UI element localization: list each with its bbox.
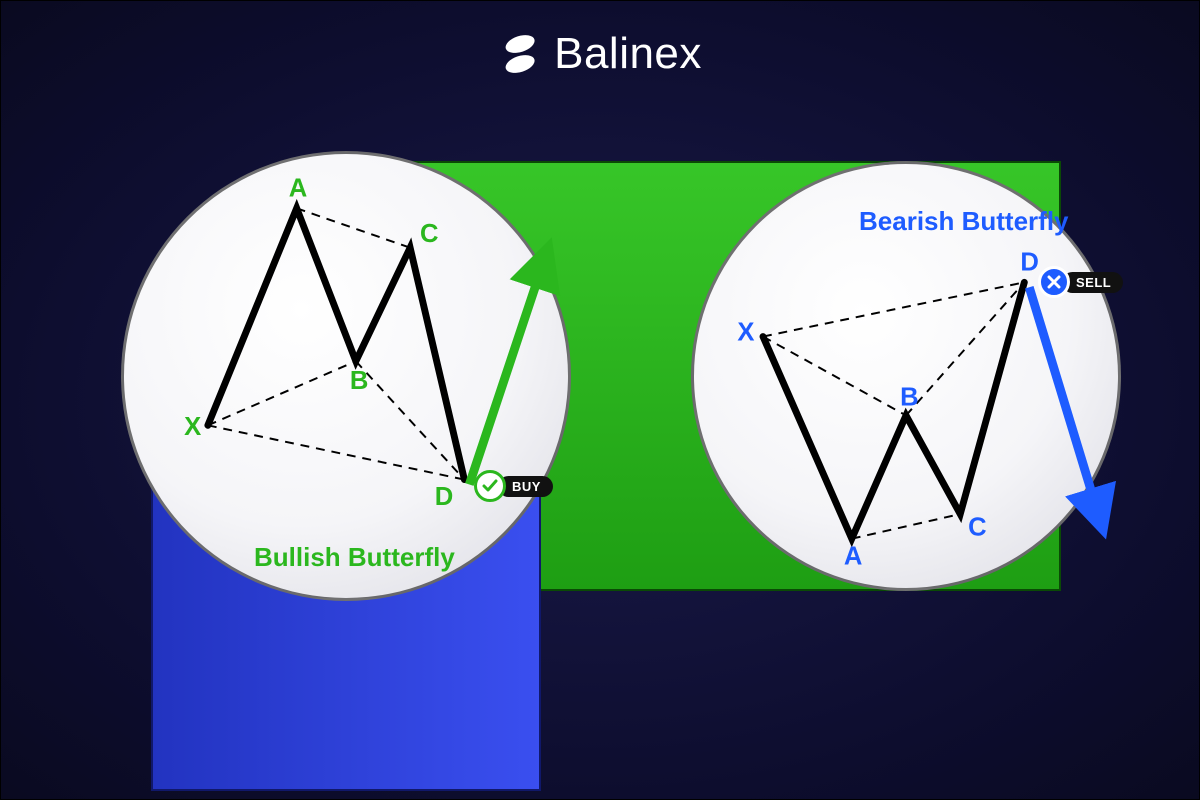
diagram-stage: X A B C D Bullish Butterfly BUY X A B C D Bearis… bbox=[81, 151, 1121, 751]
buy-badge: BUY bbox=[474, 470, 553, 502]
bullish-circle: X A B C D Bullish Butterfly BUY bbox=[121, 151, 571, 601]
sell-label: SELL bbox=[1062, 272, 1123, 293]
balinex-logo-icon bbox=[498, 32, 542, 76]
svg-text:X: X bbox=[184, 413, 201, 441]
brand-name: Balinex bbox=[554, 29, 702, 79]
buy-label: BUY bbox=[498, 476, 553, 497]
svg-text:D: D bbox=[435, 483, 454, 511]
svg-text:A: A bbox=[289, 174, 308, 202]
bullish-title: Bullish Butterfly bbox=[254, 542, 455, 573]
svg-text:X: X bbox=[737, 319, 754, 347]
svg-text:B: B bbox=[350, 367, 369, 395]
x-icon bbox=[1038, 266, 1070, 298]
bearish-title: Bearish Butterfly bbox=[859, 206, 1069, 237]
svg-text:B: B bbox=[900, 384, 919, 412]
svg-text:C: C bbox=[420, 220, 439, 248]
bullish-pattern: X A B C D bbox=[124, 154, 568, 598]
svg-text:D: D bbox=[1020, 248, 1039, 276]
bearish-circle: X A B C D Bearish Butterfly SELL bbox=[691, 161, 1121, 591]
sell-badge: SELL bbox=[1038, 266, 1123, 298]
brand-logo: Balinex bbox=[498, 29, 702, 79]
check-icon bbox=[474, 470, 506, 502]
svg-text:A: A bbox=[844, 542, 863, 570]
svg-text:C: C bbox=[968, 514, 987, 542]
